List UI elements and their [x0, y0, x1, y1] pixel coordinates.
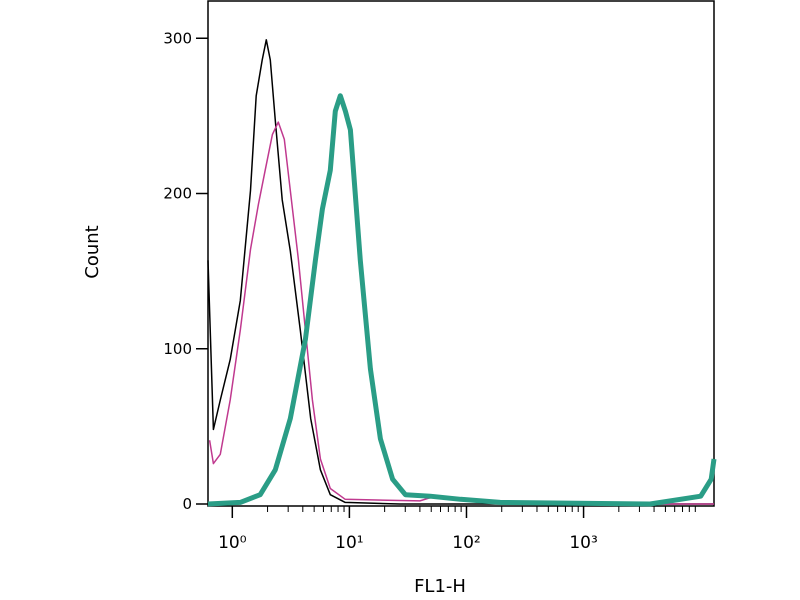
x-tick-label: 10⁰ — [218, 533, 247, 553]
series-line — [208, 121, 714, 505]
y-tick-label: 100 — [163, 340, 192, 358]
plot-frame — [207, 0, 715, 507]
series-line — [207, 39, 714, 505]
x-tick-label: 10² — [452, 533, 480, 553]
y-tick-label: 0 — [182, 495, 192, 513]
x-tick-label: 10¹ — [335, 533, 363, 553]
y-tick-label: 300 — [163, 29, 192, 47]
x-tick-label: 10³ — [569, 533, 597, 553]
y-axis-label: Count — [82, 225, 103, 278]
series-line — [207, 93, 717, 507]
y-tick-label: 200 — [163, 185, 192, 203]
x-axis-label: FL1-H — [414, 576, 466, 597]
